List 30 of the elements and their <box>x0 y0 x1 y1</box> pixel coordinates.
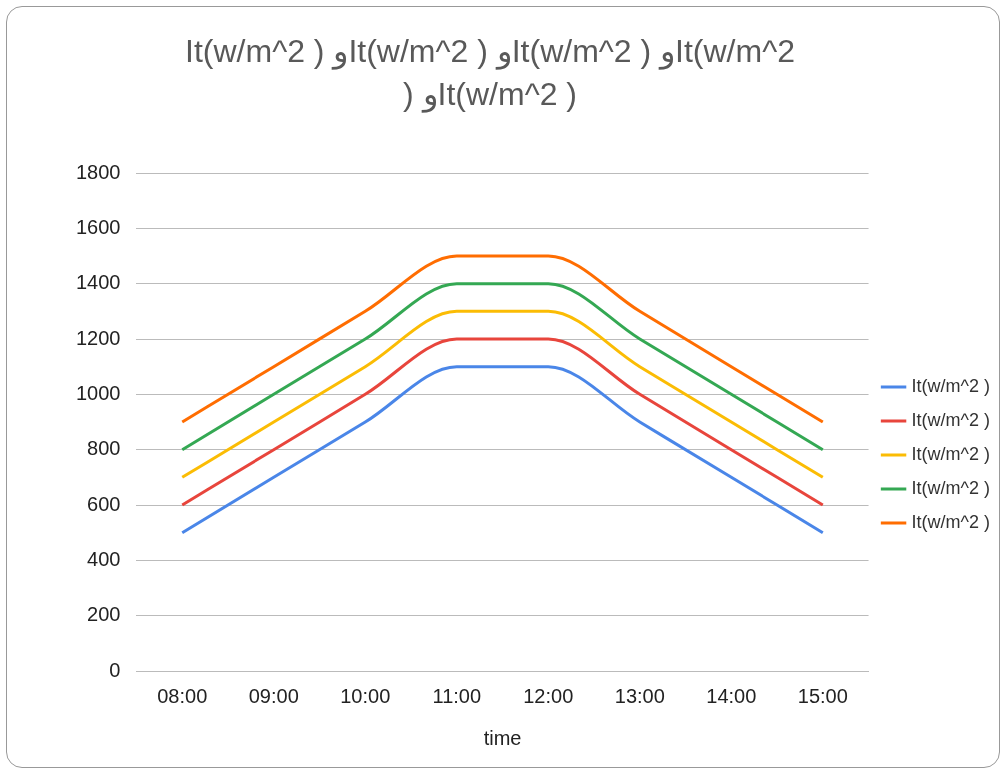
x-tick-label: 12:00 <box>523 684 574 707</box>
legend-label: It(w/m^2 ) <box>911 477 991 498</box>
line-series <box>180 254 825 424</box>
legend-label: It(w/m^2 ) <box>911 409 991 430</box>
x-tick-label: 11:00 <box>432 684 482 707</box>
line-series <box>180 309 825 479</box>
x-tick-label: 10:00 <box>340 684 391 707</box>
y-tick-label: 0 <box>109 658 121 681</box>
y-tick-label: 200 <box>87 603 121 626</box>
chart-title: It(w/m^2 ) وIt(w/m^2 ) وIt(w/m^2 ) وIt(w/m^2 ) وIt(w/m^2 ) <box>184 32 796 115</box>
x-tick-label: 14:00 <box>706 684 757 707</box>
x-tick-label: 15:00 <box>797 684 848 707</box>
x-tick-label: 13:00 <box>614 684 665 707</box>
line-series <box>180 282 825 452</box>
y-tick-label: 1000 <box>75 381 121 404</box>
x-axis-title: time <box>483 726 522 749</box>
line-series <box>180 337 825 507</box>
y-tick-label: 400 <box>87 547 121 570</box>
line-series <box>180 365 825 535</box>
y-tick-label: 600 <box>87 492 121 515</box>
x-tick-label: 09:00 <box>248 684 299 707</box>
legend-label: It(w/m^2 ) <box>911 511 991 532</box>
y-tick-label: 800 <box>87 437 121 460</box>
x-tick-label: 08:00 <box>157 684 208 707</box>
legend-label: It(w/m^2 ) <box>911 375 991 396</box>
y-tick-label: 1800 <box>75 160 121 183</box>
legend-label: It(w/m^2 ) <box>911 443 991 464</box>
y-tick-label: 1200 <box>75 326 121 349</box>
y-tick-label: 1400 <box>75 271 121 294</box>
y-tick-label: 1600 <box>75 215 121 238</box>
